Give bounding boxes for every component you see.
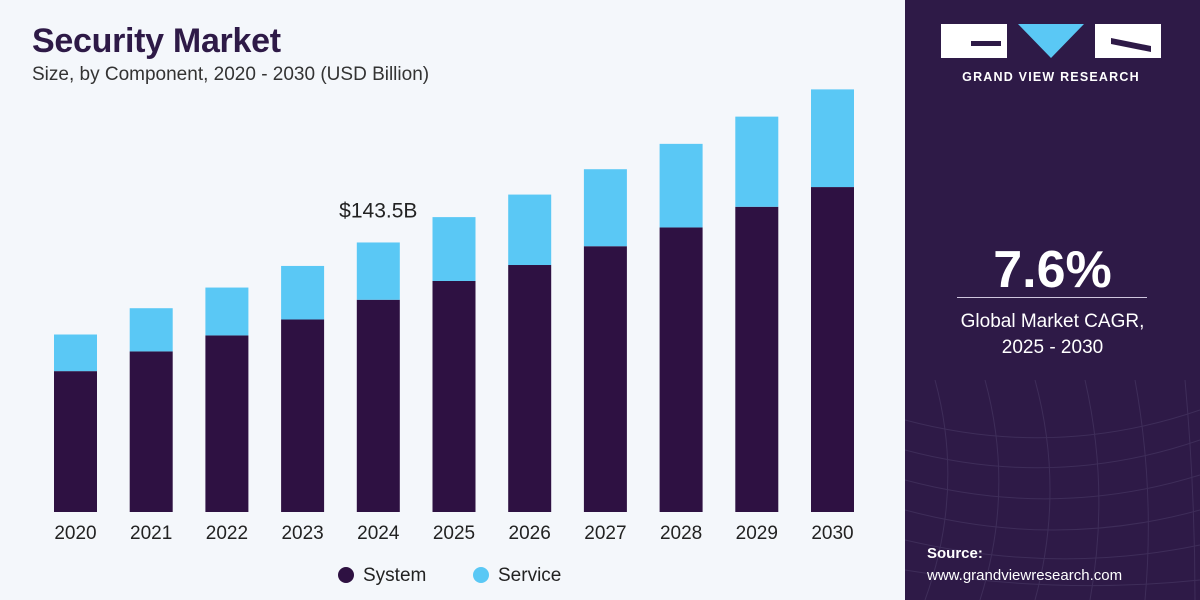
chart-subtitle: Size, by Component, 2020 - 2030 (USD Bil… — [32, 64, 430, 85]
x-tick-label-2022: 2022 — [206, 523, 248, 544]
x-tick-label-2020: 2020 — [54, 523, 96, 544]
bar-system-2020 — [54, 371, 97, 512]
bar-service-2025 — [432, 217, 476, 281]
legend-label-system: System — [363, 565, 426, 586]
bar-system-2023 — [281, 319, 325, 512]
chart-title: Security Market — [32, 22, 281, 60]
bar-service-2022 — [205, 287, 249, 336]
x-tick-label-2028: 2028 — [660, 523, 702, 544]
x-tick-label-2029: 2029 — [736, 523, 778, 544]
x-tick-label-2024: 2024 — [357, 523, 400, 544]
x-tick-label-2026: 2026 — [509, 523, 551, 544]
grand-view-research-logo — [941, 24, 1161, 58]
grid-background — [905, 380, 1200, 600]
bar-chart: 2020 2021 2022 2023 2024 2025 2026 2027 2028 2029… — [54, 89, 854, 586]
source-url[interactable]: www.grandviewresearch.com — [927, 567, 1123, 584]
bar-system-2029 — [735, 206, 779, 513]
bar-service-2024 — [356, 242, 400, 300]
cagr-value: 7.6% — [993, 241, 1112, 299]
bar-service-2028 — [659, 143, 703, 228]
legend-marker-service — [473, 567, 489, 583]
bar-system-2027 — [583, 246, 627, 513]
bar-system-2022 — [205, 335, 249, 512]
bar-system-2024 — [356, 299, 400, 512]
cagr-label-line1: Global Market CAGR, — [960, 311, 1145, 332]
bar-system-2028 — [659, 227, 703, 512]
bar-service-2021 — [129, 308, 173, 352]
bar-service-2023 — [281, 265, 325, 320]
bar-service-2029 — [735, 116, 779, 207]
side-panel: GRAND VIEW RESEARCH 7.6% Global Market C… — [905, 0, 1200, 600]
legend-label-service: Service — [498, 565, 561, 586]
annotation-2024: $143.5B — [339, 199, 417, 222]
cagr-divider — [957, 297, 1147, 298]
bar-service-2027 — [583, 169, 627, 247]
bar-system-2021 — [129, 351, 173, 512]
source-label: Source: — [927, 545, 983, 562]
cagr-label: Global Market CAGR, 2025 - 2030 — [905, 309, 1200, 361]
chart-panel: 2020 2021 2022 2023 2024 2025 2026 2027 2028 2029… — [32, 22, 854, 586]
x-tick-label-2021: 2021 — [130, 523, 172, 544]
bar-service-2020 — [54, 334, 97, 372]
x-tick-label-2027: 2027 — [584, 523, 626, 544]
legend-marker-system — [338, 567, 354, 583]
brand-name: GRAND VIEW RESEARCH — [962, 70, 1140, 84]
bar-service-2026 — [508, 194, 552, 266]
x-tick-label-2025: 2025 — [433, 523, 475, 544]
bar-system-2030 — [811, 187, 854, 513]
bar-system-2025 — [432, 280, 476, 512]
bar-system-2026 — [508, 265, 552, 512]
cagr-label-line2: 2025 - 2030 — [1001, 337, 1104, 358]
bar-service-2030 — [811, 89, 854, 188]
x-tick-label-2030: 2030 — [811, 523, 853, 544]
x-tick-label-2023: 2023 — [281, 523, 323, 544]
